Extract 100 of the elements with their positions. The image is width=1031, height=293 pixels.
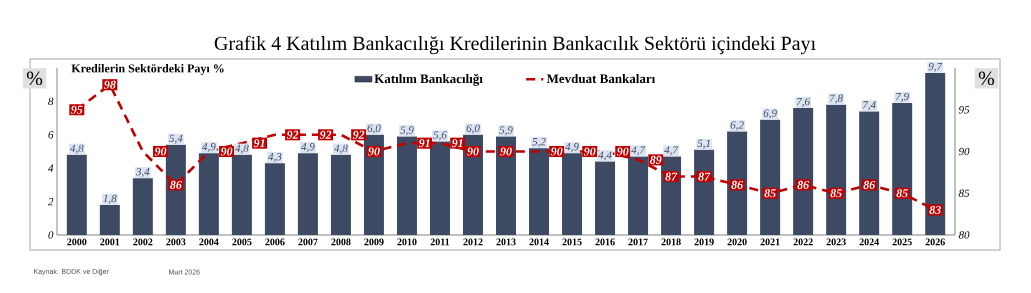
data-label: 6,9 xyxy=(763,109,777,119)
data-label: 91 xyxy=(451,139,463,148)
bar xyxy=(694,149,715,235)
data-label: 3,4 xyxy=(135,168,150,178)
data-label: 90 xyxy=(500,147,512,156)
data-label: 86 xyxy=(863,180,876,189)
bar xyxy=(826,104,847,235)
y-tick-label: 8 xyxy=(48,97,54,106)
data-label: 89 xyxy=(649,155,662,164)
data-label: 4,8 xyxy=(235,144,249,154)
x-tick-label: 2013 xyxy=(496,238,516,246)
data-label: 4,7 xyxy=(631,146,646,156)
data-label: 95 xyxy=(70,105,83,114)
bar xyxy=(264,163,285,235)
x-tick-label: 2012 xyxy=(463,238,483,246)
x-tick-label: 2004 xyxy=(199,238,219,246)
data-label: 87 xyxy=(698,172,711,181)
x-tick-label: 2022 xyxy=(793,238,813,246)
x-tick-label: 2007 xyxy=(298,238,318,246)
x-tick-label: 2024 xyxy=(859,238,879,246)
x-tick-label: 2001 xyxy=(100,238,120,246)
bar xyxy=(297,153,318,235)
annotation: Kredilerin Sektördeki Payı % xyxy=(71,64,224,75)
data-label: 9,7 xyxy=(928,62,943,72)
data-label: 92 xyxy=(286,130,299,139)
x-tick-label: 2011 xyxy=(430,238,450,246)
x-tick-label: 2002 xyxy=(133,238,153,246)
data-label: 98 xyxy=(104,80,116,89)
chart-title: Grafik 4 Katılım Bankacılığı Kredilerinin Bankacılık Sektörü içindeki Payı xyxy=(214,35,816,55)
data-label: 4,4 xyxy=(598,151,612,161)
data-label: 85 xyxy=(830,189,842,198)
data-label: 87 xyxy=(665,172,678,181)
bar xyxy=(132,178,153,235)
x-tick-label: 2018 xyxy=(661,238,681,246)
bar xyxy=(231,154,252,235)
bar xyxy=(793,108,814,235)
bar xyxy=(330,154,351,235)
data-label: 4,8 xyxy=(69,144,84,154)
data-label: 90 xyxy=(616,147,629,156)
data-label: 7,4 xyxy=(862,101,876,111)
data-label: 91 xyxy=(418,139,430,148)
x-tick-label: 2009 xyxy=(364,238,384,246)
bar xyxy=(396,136,417,235)
data-label: 5,4 xyxy=(169,134,183,144)
data-label: 90 xyxy=(154,147,167,156)
data-label: 5,9 xyxy=(499,126,513,136)
bar xyxy=(529,148,550,235)
y-axis-title: % xyxy=(26,71,43,86)
bar xyxy=(595,161,616,235)
bar xyxy=(99,204,120,235)
data-label: 7,9 xyxy=(895,92,909,102)
bar xyxy=(562,153,583,235)
data-label: 83 xyxy=(929,205,941,214)
x-tick-label: 2020 xyxy=(727,238,747,246)
data-label: 5,6 xyxy=(433,131,447,141)
bar xyxy=(198,153,219,235)
bar xyxy=(496,136,516,235)
y2-tick-label: 90 xyxy=(958,147,970,156)
bar xyxy=(66,154,87,235)
data-label: 92 xyxy=(352,130,365,139)
bar xyxy=(363,134,384,235)
x-tick-label: 2015 xyxy=(562,238,582,246)
x-tick-label: 2005 xyxy=(232,238,252,246)
data-label: 6,0 xyxy=(367,124,381,134)
data-label: 4,3 xyxy=(268,153,282,162)
data-label: 5,1 xyxy=(697,139,710,149)
data-label: 4,9 xyxy=(202,143,216,152)
data-label: 4,7 xyxy=(664,146,679,156)
data-label: 1,8 xyxy=(103,194,117,204)
data-label: 90 xyxy=(583,147,596,156)
bar xyxy=(462,134,483,235)
legend-label: Katılım Bankacılığı xyxy=(374,73,483,86)
data-label: 4,8 xyxy=(334,144,348,154)
y-tick-label: 4 xyxy=(48,164,54,172)
data-label: 7,6 xyxy=(796,97,810,107)
x-tick-label: 2017 xyxy=(628,238,648,246)
bar xyxy=(727,131,748,235)
bar xyxy=(429,141,450,235)
x-tick-label: 2026 xyxy=(925,238,945,246)
x-tick-label: 2021 xyxy=(760,238,780,246)
y-tick-label: 6 xyxy=(48,131,54,139)
data-label: 6,2 xyxy=(730,121,744,131)
x-tick-label: 2016 xyxy=(595,238,615,246)
bar xyxy=(165,144,186,235)
data-label: 86 xyxy=(731,180,744,189)
data-label: 4,9 xyxy=(565,143,579,152)
x-tick-label: 2025 xyxy=(892,238,912,246)
data-label: 91 xyxy=(253,139,265,148)
bar xyxy=(859,111,880,235)
y-tick-label: 2 xyxy=(47,197,54,206)
x-tick-label: 2010 xyxy=(397,238,417,246)
data-label: 90 xyxy=(550,147,563,156)
data-label: 5,2 xyxy=(532,137,546,147)
x-tick-label: 2000 xyxy=(67,238,87,246)
x-tick-label: 2019 xyxy=(694,238,714,246)
x-tick-label: 2006 xyxy=(265,238,285,246)
data-label: 85 xyxy=(896,189,908,198)
x-tick-label: 2008 xyxy=(331,238,351,246)
data-label: 86 xyxy=(170,180,182,189)
data-label: 5,9 xyxy=(400,126,414,136)
